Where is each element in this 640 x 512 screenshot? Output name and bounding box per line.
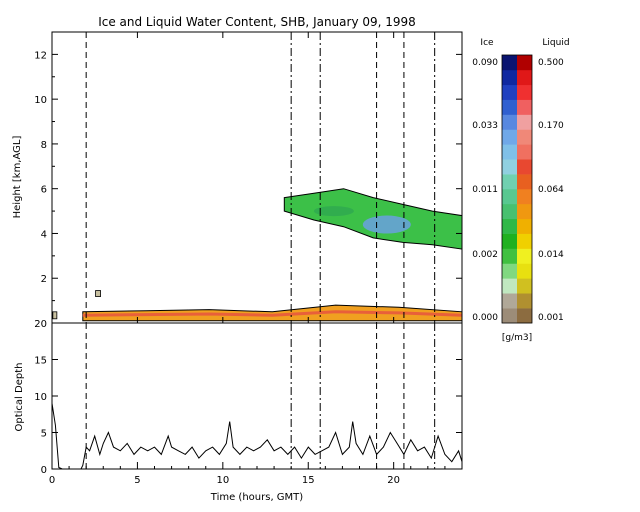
top-y-tick-label: 4	[41, 229, 47, 240]
liquid-colorbar-swatch	[517, 263, 532, 279]
bottom-y-tick-label: 15	[34, 356, 47, 367]
top-y-tick-label: 6	[41, 185, 47, 196]
liquid-colorbar-tick-label: 0.014	[538, 250, 564, 260]
liquid-colorbar-swatch	[517, 189, 532, 205]
liquid-colorbar-swatch	[517, 278, 532, 294]
small-cloud-blob	[95, 290, 101, 297]
liquid-colorbar-swatch	[517, 203, 532, 220]
ice-layer-core	[362, 215, 411, 234]
bottom-x-tick-label: 20	[387, 475, 400, 486]
ice-colorbar-swatch	[502, 144, 517, 160]
liquid-colorbar-swatch	[517, 174, 532, 190]
ice-colorbar-tick-label: 0.033	[472, 121, 498, 131]
optical-depth-line	[51, 403, 463, 470]
liquid-colorbar-tick-label: 0.500	[538, 58, 564, 68]
top-y-tick-label: 10	[34, 95, 47, 106]
x-axis-label: Time (hours, GMT)	[210, 492, 304, 503]
liquid-colorbar-swatch	[517, 218, 532, 234]
bottom-y-tick-label: 10	[34, 392, 47, 403]
bottom-x-tick-label: 10	[216, 475, 229, 486]
top-y-tick-label: 2	[41, 274, 47, 285]
water-content-panel: 2 4 6 8 10 12 Height [km,AGL]	[12, 31, 463, 324]
ice-colorbar-swatch	[502, 278, 517, 294]
ice-colorbar-swatch	[502, 55, 517, 71]
liquid-colorbar-swatch	[517, 293, 532, 309]
liquid-layer-core	[82, 310, 463, 317]
liquid-colorbar-tick-label: 0.001	[538, 313, 564, 323]
liquid-colorbar-swatch	[517, 233, 532, 249]
bottom-y-tick-label: 5	[41, 429, 47, 440]
ice-colorbar-tick-label: 0.090	[472, 58, 498, 68]
liquid-colorbar-tick-label: 0.170	[538, 121, 564, 131]
liquid-colorbar-swatch	[517, 69, 532, 86]
ice-colorbar-swatch	[502, 114, 517, 130]
ice-colorbar-tick-label: 0.002	[472, 250, 498, 260]
top-plot-frame	[51, 31, 463, 324]
liquid-colorbar	[517, 55, 532, 324]
ice-colorbar-swatch	[502, 233, 517, 249]
ice-colorbar-swatch	[502, 203, 517, 220]
ice-colorbar-swatch	[502, 248, 517, 264]
colorbars: Ice Liquid 0.090 0.033 0.011 0.002 0.000 0.50…	[472, 38, 569, 343]
liquid-colorbar-swatch	[517, 99, 532, 115]
bottom-x-tick-label: 5	[134, 475, 140, 486]
liquid-colorbar-swatch	[517, 144, 532, 160]
bottom-y-tick-label: 0	[41, 465, 47, 476]
liquid-colorbar-tick-label: 0.064	[538, 185, 564, 195]
liquid-colorbar-label: Liquid	[542, 38, 569, 48]
liquid-colorbar-swatch	[517, 55, 532, 71]
bottom-x-tick-label: 0	[49, 475, 55, 486]
liquid-colorbar-swatch	[517, 84, 532, 100]
bottom-y-axis-label: Optical Depth	[14, 363, 25, 432]
ice-colorbar-swatch	[502, 159, 517, 175]
ice-colorbar-swatch	[502, 129, 517, 145]
ice-colorbar-swatch	[502, 293, 517, 309]
ice-colorbar-swatch	[502, 189, 517, 205]
ice-colorbar	[502, 55, 517, 324]
ice-layer-patch	[313, 206, 354, 217]
top-y-axis-label: Height [km,AGL]	[12, 136, 23, 219]
liquid-colorbar-swatch	[517, 114, 532, 130]
colorbar-unit-label: [g/m3]	[502, 333, 532, 343]
ice-colorbar-tick-label: 0.000	[472, 313, 498, 323]
edge-cloud-blob	[52, 311, 58, 320]
ice-colorbar-swatch	[502, 218, 517, 234]
bottom-x-tick-label: 15	[302, 475, 315, 486]
bottom-y-tick-label: 20	[34, 319, 47, 330]
ice-colorbar-tick-label: 0.011	[472, 185, 498, 195]
ice-colorbar-swatch	[502, 69, 517, 86]
top-y-tick-label: 12	[34, 50, 47, 61]
ice-colorbar-swatch	[502, 84, 517, 100]
colorbar-frame	[501, 54, 533, 324]
top-y-tick-label: 8	[41, 140, 47, 151]
ice-colorbar-swatch	[502, 99, 517, 115]
ice-colorbar-swatch	[502, 308, 517, 324]
liquid-colorbar-swatch	[517, 248, 532, 264]
optical-depth-panel: 0 5 10 15 20 0 5 10 15 20 Optical Depth Time (hou…	[14, 319, 463, 503]
chart-title: Ice and Liquid Water Content, SHB, Janua…	[98, 15, 416, 29]
liquid-colorbar-swatch	[517, 159, 532, 175]
liquid-colorbar-swatch	[517, 129, 532, 145]
ice-colorbar-swatch	[502, 263, 517, 279]
liquid-colorbar-swatch	[517, 308, 532, 324]
ice-colorbar-swatch	[502, 174, 517, 190]
ice-colorbar-label: Ice	[480, 38, 494, 48]
